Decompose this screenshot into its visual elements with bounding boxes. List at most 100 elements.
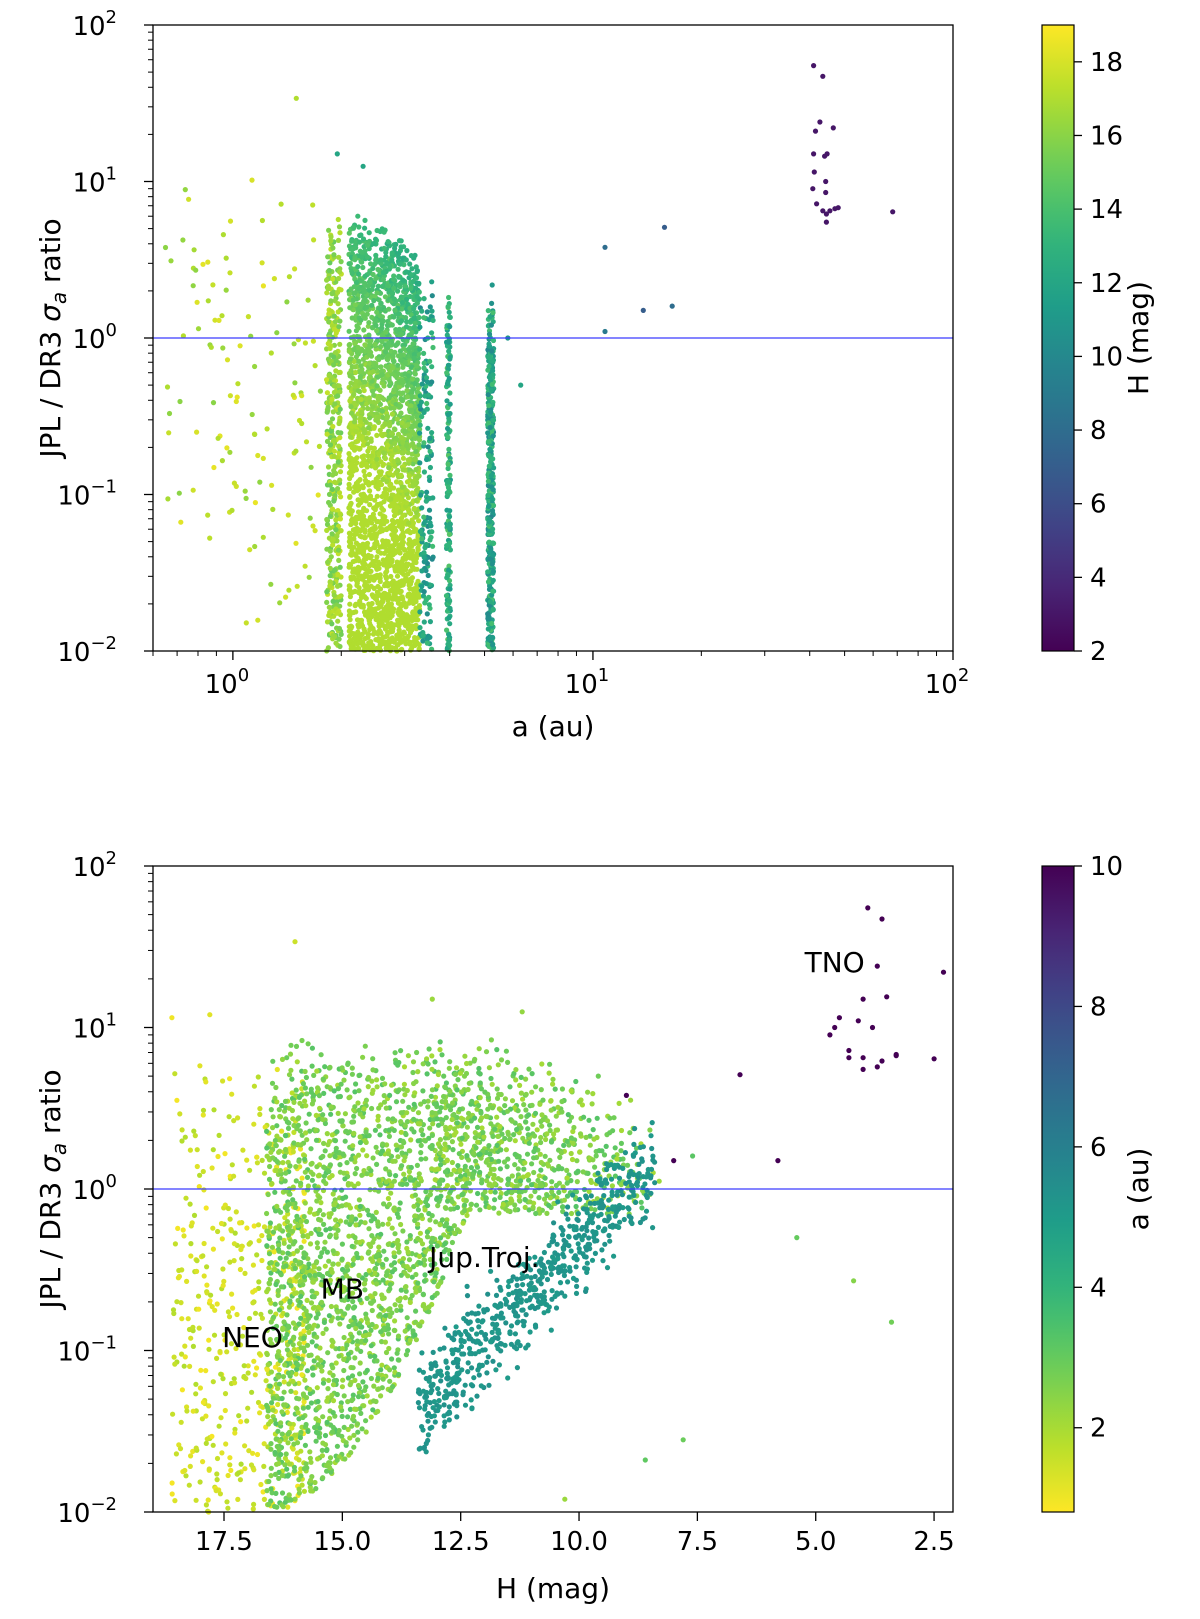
top-scatter-point	[401, 346, 407, 352]
top-scatter-point	[406, 633, 412, 639]
bottom-scatter-point	[544, 1210, 550, 1216]
top-scatter-point	[330, 598, 336, 605]
top-scatter-point	[367, 399, 373, 405]
top-scatter-point	[331, 313, 337, 319]
bottom-scatter-point	[543, 1136, 549, 1143]
top-scatter-point	[367, 502, 373, 508]
bottom-scatter-point	[254, 1252, 260, 1258]
top-scatter-point	[447, 540, 453, 546]
top-scatter-point	[490, 337, 497, 344]
bottom-scatter-point	[427, 1217, 433, 1223]
top-scatter-point	[362, 527, 368, 533]
bottom-scatter-point	[447, 1059, 453, 1065]
top-scatter-point	[176, 490, 182, 496]
top-scatter-point	[447, 324, 453, 330]
bottom-scatter-point	[190, 1324, 196, 1330]
top-scatter-point	[370, 527, 377, 533]
top-scatter-point	[400, 277, 406, 283]
bottom-scatter-point	[360, 1379, 366, 1385]
top-scatter-point	[337, 469, 344, 475]
top-scatter-point	[348, 404, 354, 410]
top-scatter-point	[384, 322, 391, 328]
top-scatter-point	[326, 311, 332, 317]
top-scatter-point	[416, 289, 422, 295]
top-scatter-point	[420, 632, 426, 638]
top-scatter-point	[417, 528, 423, 535]
top-scatter-point	[210, 282, 216, 288]
top-scatter-point	[358, 317, 364, 323]
top-scatter-point	[367, 415, 373, 421]
top-x-tick-label: 102	[925, 665, 970, 700]
top-scatter-point	[810, 186, 816, 192]
top-scatter-point	[379, 408, 385, 414]
top-scatter-point	[207, 535, 213, 541]
bottom-scatter-point	[521, 1166, 527, 1172]
bottom-scatter-point	[518, 1090, 525, 1096]
top-scatter-point	[354, 580, 360, 586]
top-scatter-point	[421, 360, 427, 366]
top-scatter-point	[403, 603, 409, 610]
top-scatter-point	[391, 314, 397, 320]
top-scatter-point	[382, 514, 388, 520]
top-scatter-point	[412, 635, 418, 641]
top-scatter-point	[489, 300, 495, 306]
top-scatter-point	[421, 514, 427, 520]
top-scatter-point	[363, 595, 369, 602]
top-scatter-point	[391, 513, 398, 519]
top-scatter-point	[268, 581, 274, 587]
bottom-scatter-point	[557, 1154, 563, 1160]
top-scatter-point	[325, 559, 331, 565]
top-scatter-point	[411, 355, 417, 361]
top-scatter-point	[381, 450, 387, 456]
top-scatter-point	[369, 302, 375, 308]
top-scatter-point	[351, 466, 358, 472]
top-scatter-point	[357, 617, 363, 624]
bottom-scatter-point	[310, 1372, 316, 1378]
top-scatter-point	[489, 282, 495, 288]
top-scatter-point	[404, 394, 410, 400]
top-scatter-point	[365, 405, 371, 412]
bottom-scatter-point	[418, 1150, 424, 1156]
top-scatter-point	[377, 401, 383, 407]
top-scatter-point	[814, 201, 820, 207]
top-scatter-point	[447, 621, 453, 627]
top-scatter-point	[402, 428, 408, 434]
top-scatter-point	[251, 431, 258, 437]
top-scatter-point	[349, 238, 355, 244]
top-scatter-point	[416, 314, 422, 321]
top-scatter-point	[227, 449, 233, 455]
bottom-scatter-point	[354, 1165, 360, 1172]
bottom-scatter-point	[512, 1207, 518, 1213]
top-scatter-point	[423, 375, 430, 381]
top-scatter-point	[380, 269, 386, 276]
top-scatter-point	[377, 629, 384, 635]
top-scatter-point	[336, 383, 342, 389]
top-scatter-point	[413, 467, 419, 473]
top-scatter-point	[485, 478, 491, 484]
top-scatter-point	[403, 641, 409, 647]
bottom-scatter-point	[198, 1367, 204, 1373]
top-scatter-point	[398, 559, 405, 565]
top-scatter-point	[395, 266, 401, 272]
top-x-tick-label: 101	[565, 665, 610, 700]
bottom-scatter-point	[299, 1037, 305, 1044]
bottom-scatter-point	[355, 1429, 361, 1435]
top-scatter-point	[407, 433, 413, 439]
bottom-scatter-point	[250, 1300, 256, 1306]
bottom-scatter-point	[266, 1265, 272, 1271]
bottom-scatter-point	[258, 1311, 264, 1317]
top-scatter-point	[409, 266, 415, 272]
top-scatter-point	[331, 498, 337, 504]
bottom-scatter-point	[280, 1160, 286, 1166]
bottom-scatter-point	[252, 1310, 259, 1316]
top-scatter-point	[398, 244, 404, 250]
bottom-scatter-point	[189, 1220, 195, 1226]
bottom-scatter-point	[187, 1463, 193, 1469]
top-scatter-point	[485, 579, 492, 585]
bottom-scatter-point	[303, 1218, 310, 1225]
bottom-scatter-point	[220, 1376, 226, 1382]
bottom-scatter-point	[276, 1460, 282, 1467]
top-scatter-point	[310, 523, 316, 529]
top-scatter-point	[368, 261, 374, 267]
bottom-scatter-point	[242, 1443, 248, 1449]
